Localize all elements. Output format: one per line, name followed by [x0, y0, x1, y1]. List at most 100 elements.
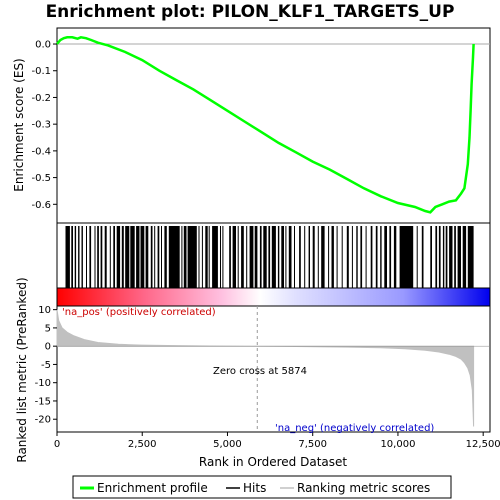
es-layer [56, 36, 490, 214]
hit-mark-58 [328, 226, 330, 288]
hit-mark-53 [304, 226, 306, 288]
rank-gradient-bar [56, 287, 491, 307]
axes-layer: 0.0 -0.1 -0.2 -0.3 -0.4 -0.5 -0.6 10 5 0 -5 -10 -15 -… [31, 40, 500, 450]
hit-mark-60 [336, 226, 338, 288]
hit-mark-57 [321, 226, 325, 288]
hit-mark-33 [212, 226, 218, 288]
hit-mark-71 [389, 226, 392, 288]
hit-mark-56 [317, 226, 319, 288]
x-tick-label: 10,000 [380, 439, 415, 450]
hit-mark-37 [232, 226, 236, 288]
hit-mark-48 [281, 226, 284, 288]
hits-layer [65, 226, 474, 288]
hit-mark-30 [201, 226, 203, 288]
hit-mark-51 [294, 226, 295, 288]
hit-mark-49 [285, 226, 287, 288]
hit-mark-44 [263, 226, 267, 288]
hit-mark-13 [116, 226, 121, 288]
es-panel-frame [56, 27, 491, 224]
hit-mark-32 [208, 226, 210, 288]
hit-mark-6 [89, 226, 92, 288]
hit-mark-22 [157, 226, 160, 288]
hit-mark-5 [86, 226, 87, 288]
hit-mark-77 [435, 226, 438, 288]
hit-mark-12 [113, 226, 115, 288]
hit-mark-16 [130, 226, 135, 288]
metric-tick-label: 10 [38, 305, 51, 316]
hit-mark-26 [181, 226, 183, 288]
es-tick-label: -0.3 [31, 120, 51, 131]
zero-cross-label: Zero cross at 5874 [213, 366, 307, 377]
metric-tick-label: -20 [35, 415, 51, 426]
hit-mark-79 [442, 226, 445, 288]
hit-mark-31 [205, 226, 208, 288]
hit-mark-35 [222, 226, 224, 288]
pos-correlated-label: 'na_pos' (positively correlated) [62, 307, 216, 318]
hit-mark-73 [399, 226, 414, 288]
hit-mark-2 [74, 226, 77, 288]
metric-tick-label: -10 [35, 378, 51, 389]
hit-mark-11 [109, 226, 111, 288]
legend-metric-label: Ranking metric scores [297, 481, 430, 495]
hit-mark-75 [421, 226, 424, 288]
hit-mark-67 [370, 226, 373, 288]
hit-mark-38 [237, 226, 239, 288]
legend: Enrichment profile Hits Ranking metric s… [72, 475, 452, 499]
es-tick-label: -0.4 [31, 146, 51, 157]
hit-mark-54 [308, 226, 310, 288]
hit-mark-25 [168, 226, 180, 288]
hit-mark-45 [268, 226, 271, 288]
hit-mark-15 [125, 226, 130, 288]
hit-mark-27 [183, 226, 187, 288]
hit-mark-70 [384, 226, 387, 288]
hit-mark-19 [145, 226, 149, 288]
es-tick-label: -0.6 [31, 200, 51, 211]
hit-mark-74 [416, 226, 418, 288]
hit-mark-42 [254, 226, 258, 288]
hit-mark-47 [277, 226, 280, 288]
hit-mark-52 [299, 226, 301, 288]
hit-mark-65 [360, 226, 363, 288]
ranking-metric-area [56, 309, 475, 427]
x-tick-label: 0 [54, 439, 60, 450]
hit-mark-76 [430, 226, 432, 288]
hit-mark-24 [164, 226, 167, 288]
hit-mark-61 [341, 226, 343, 288]
hit-mark-43 [259, 226, 262, 288]
es-tick-label: -0.1 [31, 66, 51, 77]
hit-mark-50 [288, 226, 292, 288]
hit-mark-8 [97, 226, 99, 288]
es-axis-label: Enrichment score (ES) [12, 58, 26, 191]
hit-mark-10 [104, 226, 107, 288]
hit-mark-63 [351, 226, 353, 288]
hit-mark-78 [438, 226, 441, 288]
hit-mark-80 [445, 226, 448, 288]
chart-title: Enrichment plot: PILON_KLF1_TARGETS_UP [46, 2, 455, 22]
hit-mark-18 [140, 226, 145, 288]
hit-mark-21 [154, 226, 156, 288]
hit-mark-85 [467, 226, 474, 288]
hit-mark-3 [78, 226, 80, 288]
hit-mark-59 [331, 226, 334, 288]
hit-mark-39 [241, 226, 244, 288]
metric-panel-frame [56, 305, 491, 433]
x-tick-label: 5,000 [213, 439, 242, 450]
metric-axis-label: Ranked list metric (PreRanked) [15, 277, 29, 462]
enrichment-profile-line [56, 36, 475, 214]
x-tick-label: 2,500 [128, 439, 157, 450]
x-tick-label: 12,500 [466, 439, 500, 450]
metric-tick-label: 0 [45, 342, 51, 353]
hit-mark-72 [393, 226, 397, 288]
legend-hits-label: Hits [243, 481, 266, 495]
hit-mark-9 [100, 226, 103, 288]
hit-mark-81 [449, 226, 453, 288]
hit-mark-84 [462, 226, 467, 288]
legend-profile-label: Enrichment profile [97, 481, 208, 495]
hit-mark-82 [454, 226, 456, 288]
hit-mark-20 [150, 226, 153, 288]
hit-mark-7 [94, 226, 96, 288]
x-axis-label: Rank in Ordered Dataset [199, 455, 347, 469]
es-tick-label: -0.5 [31, 173, 51, 184]
hit-mark-28 [187, 226, 197, 288]
neg-correlated-label: 'na_neg' (negatively correlated) [275, 423, 434, 434]
